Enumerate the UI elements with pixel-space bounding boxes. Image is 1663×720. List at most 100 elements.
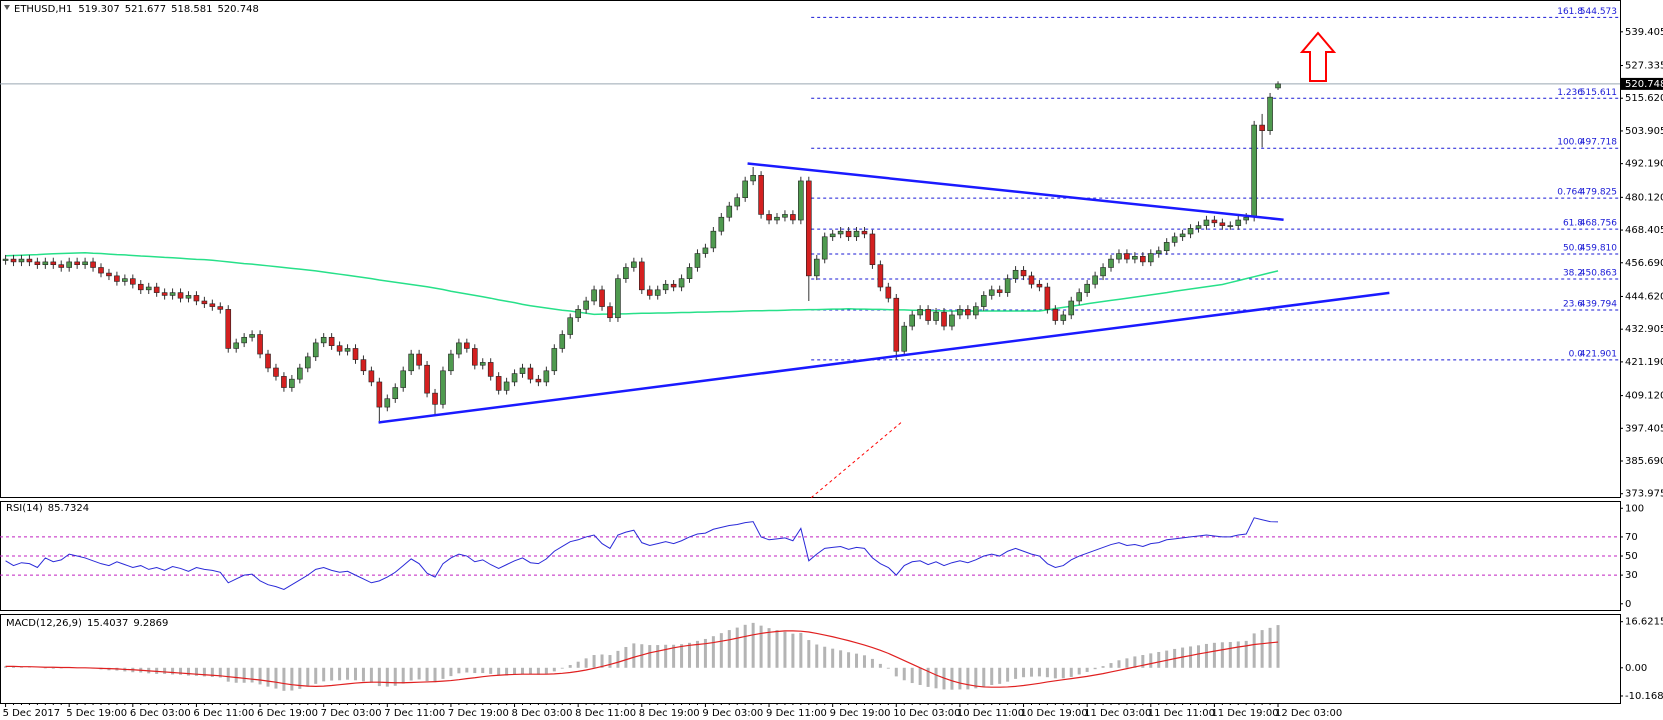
fib-ratio: 0.764: [1557, 188, 1583, 198]
candle-body: [130, 278, 136, 285]
macd-bar: [910, 667, 914, 684]
candle-body: [654, 289, 661, 296]
candle-body: [551, 348, 558, 372]
candle-body: [631, 261, 637, 268]
macd-bar: [521, 667, 525, 675]
macd-bar: [179, 667, 183, 675]
candle-body: [925, 309, 931, 321]
macd-bar: [338, 667, 342, 681]
candle-body: [535, 378, 542, 383]
macd-bar: [1022, 667, 1026, 678]
macd-bar: [672, 644, 676, 668]
candle-body: [615, 278, 621, 319]
candle-body: [813, 258, 820, 277]
macd-bar: [1109, 663, 1113, 668]
candle-body: [1132, 256, 1138, 260]
macd-bar: [894, 667, 898, 677]
candle-body: [34, 261, 41, 265]
macd-bar: [751, 622, 755, 668]
candle-body: [798, 180, 804, 221]
candle-body: [1100, 267, 1106, 277]
macd-bar: [568, 665, 572, 668]
fib-price: 439.794: [1580, 299, 1617, 309]
macd-bar: [958, 667, 962, 690]
macd-bar: [886, 667, 890, 669]
macd-bar: [210, 667, 214, 677]
macd-bar: [719, 633, 723, 668]
candle-body: [352, 348, 359, 360]
macd-bar: [258, 667, 262, 685]
candle-body: [281, 376, 287, 388]
candle-body: [1092, 275, 1098, 285]
macd-bar: [775, 630, 779, 668]
candle-body: [1275, 83, 1281, 89]
macd-bar: [1045, 667, 1049, 678]
last-price-box: [1621, 77, 1663, 90]
macd-bar: [274, 667, 278, 689]
y-tick-label: 16.6215: [1625, 617, 1663, 628]
candle-body: [774, 216, 780, 221]
candle-body: [973, 306, 979, 316]
x-tick-label: 6 Dec 19:00: [257, 708, 318, 719]
macd-bar: [847, 652, 851, 668]
y-tick-label: 432.905: [1625, 324, 1663, 335]
macd-bar: [1220, 642, 1224, 668]
macd-bar: [807, 640, 811, 668]
macd-name: MACD(12,26,9): [6, 618, 82, 629]
candle-body: [996, 289, 1003, 293]
macd-bar: [330, 667, 334, 681]
x-tick-label: 8 Dec 03:00: [512, 708, 573, 719]
macd-bar: [1189, 646, 1193, 668]
header-icon: [4, 5, 10, 10]
macd-last: 15.4037: [87, 618, 128, 629]
macd-bar: [1053, 667, 1057, 679]
candle-body: [368, 370, 375, 383]
y-tick-label: -10.1687: [1625, 691, 1663, 702]
fib-ratio: 23.6: [1563, 299, 1583, 309]
candle-body: [1076, 292, 1083, 302]
macd-bar: [250, 667, 254, 683]
fib-ratio: 1.236: [1557, 88, 1583, 98]
macd-bar: [290, 667, 294, 691]
candle-body: [408, 353, 414, 372]
macd-bar: [862, 655, 866, 668]
fib-price: 497.718: [1580, 138, 1617, 148]
candle-body: [678, 278, 685, 288]
candle-body: [646, 289, 653, 296]
macd-bar: [12, 666, 16, 668]
candle-body: [98, 267, 104, 274]
macd-bar: [656, 645, 660, 668]
macd-bar: [449, 667, 453, 677]
candle-body: [257, 334, 263, 355]
macd-bar: [1014, 667, 1018, 679]
rsi-last: 85.7324: [48, 503, 89, 514]
macd-bar: [576, 661, 580, 668]
macd-bar: [648, 645, 652, 668]
x-tick-label: 8 Dec 11:00: [575, 708, 636, 719]
candle-body: [217, 306, 224, 310]
candle-body: [249, 334, 255, 338]
fib-ratio: 100.0: [1557, 138, 1583, 148]
candle-body: [1203, 219, 1210, 226]
macd-bar: [799, 632, 803, 668]
candle-body: [638, 261, 645, 291]
candle-body: [1020, 269, 1027, 277]
fib-ratio: 50.0: [1563, 244, 1583, 254]
candle-body: [806, 180, 812, 277]
candle-body: [1155, 250, 1162, 254]
trendline: [378, 291, 1390, 424]
macd-bar: [19, 667, 23, 668]
candle-body: [464, 342, 470, 349]
macd-bar: [966, 667, 970, 690]
candle-body: [503, 381, 510, 391]
macd-bar: [218, 667, 222, 678]
macd-bar: [743, 624, 747, 668]
fib-price: 479.825: [1580, 188, 1617, 198]
macd-bar: [43, 667, 47, 669]
macd-bar: [377, 667, 381, 687]
candle-body: [1068, 300, 1075, 316]
x-tick-label: 8 Dec 19:00: [639, 708, 700, 719]
candle-body: [265, 353, 271, 369]
macd-bar: [163, 667, 167, 674]
